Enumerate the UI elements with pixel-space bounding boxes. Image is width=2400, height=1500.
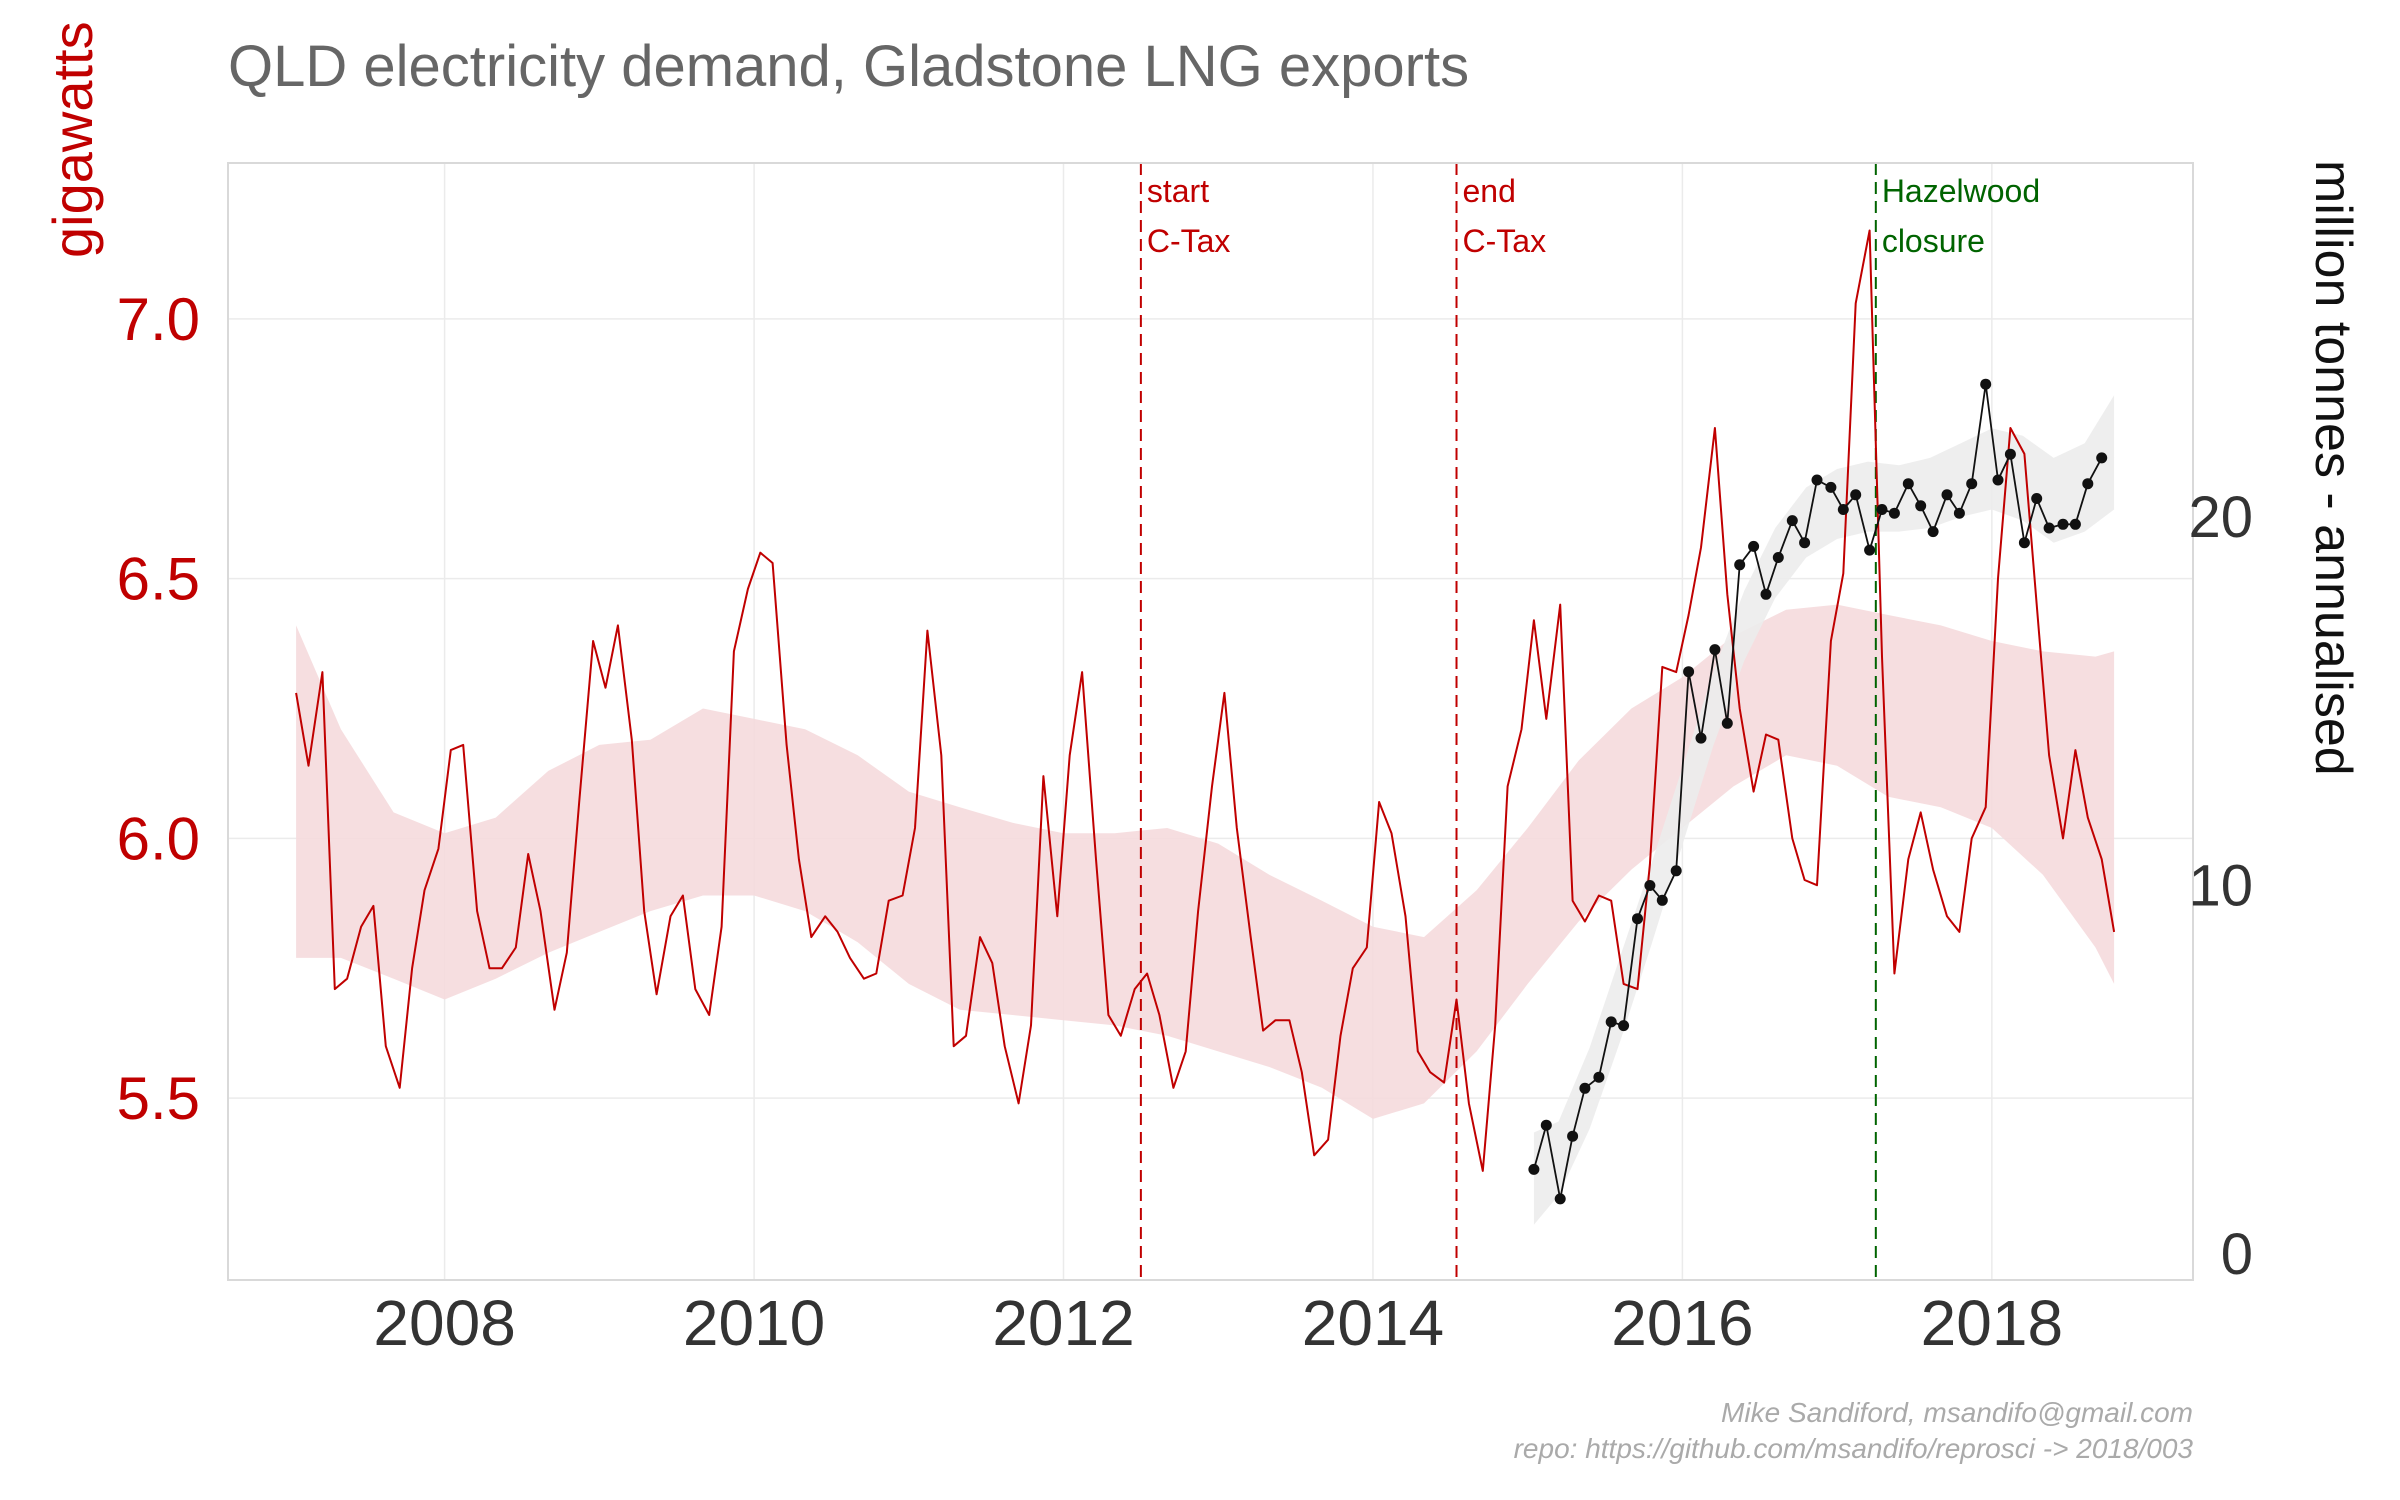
lng-point-36 [1992,474,2004,486]
right-axis-ticks: 0 10 20 [2188,485,2253,1287]
right-tick-label-1: 10 [2188,854,2253,919]
left-axis-ticks: 5.5 6.0 6.5 7.0 [117,286,200,1132]
lng-point-0 [1528,1163,1540,1175]
caption-author: Mike Sandiford, msandifo@gmail.com [1721,1397,2193,1428]
lng-point-5 [1593,1071,1605,1083]
demand-confidence-band [296,604,2115,1119]
left-tick-label-2: 6.5 [117,546,200,613]
x-tick-label-4: 2016 [1611,1287,1753,1359]
lng-point-2 [1554,1193,1566,1205]
left-tick-label-0: 5.5 [117,1065,200,1132]
left-tick-label-3: 7.0 [117,286,200,353]
lng-point-9 [1644,880,1656,891]
lng-point-3 [1567,1130,1579,1142]
lng-point-7 [1618,1020,1630,1032]
lng-point-31 [1927,526,1939,538]
lng-point-17 [1748,540,1760,552]
x-tick-label-1: 2010 [683,1287,825,1359]
lng-point-40 [2043,522,2055,534]
event-label-0-1: C-Tax [1147,223,1231,259]
lng-point-28 [1888,507,1900,519]
lng-point-12 [1683,666,1695,678]
lng-point-37 [2004,448,2016,460]
left-tick-label-1: 6.0 [117,805,200,872]
demand-line [295,229,2116,1172]
right-tick-label-2: 20 [2188,485,2253,550]
left-axis-title: gigawatts [41,21,104,258]
lng-point-39 [2031,493,2043,504]
lng-point-33 [1953,507,1965,519]
annotations: start C-Tax end C-Tax Hazelwood closure [1147,173,2040,259]
lng-confidence-band [1533,395,2115,1225]
chart-title: QLD electricity demand, Gladstone LNG ex… [228,34,1469,99]
lng-point-24 [1837,504,1849,515]
lng-point-32 [1941,489,1953,501]
lng-point-29 [1902,478,1914,490]
event-label-0-0: start [1147,173,1209,209]
lng-point-30 [1915,500,1927,512]
lng-point-8 [1632,913,1643,925]
x-tick-label-5: 2018 [1921,1287,2063,1359]
lng-point-35 [1980,378,1992,390]
lng-point-18 [1760,588,1772,600]
x-tick-label-0: 2008 [373,1287,515,1359]
series-points [1528,378,2108,1205]
lng-point-41 [2057,518,2069,530]
lng-point-20 [1786,515,1798,527]
lng-point-4 [1579,1082,1591,1094]
lng-point-42 [2069,518,2081,530]
lng-point-44 [2096,452,2108,464]
lng-point-25 [1850,489,1862,501]
lng-point-10 [1656,894,1668,906]
lng-point-21 [1799,537,1811,549]
plot-panel-border [227,162,2194,1281]
lng-point-6 [1605,1016,1617,1028]
event-markers [1139,163,1877,1280]
lng-point-13 [1695,732,1707,744]
lng-point-26 [1864,544,1876,556]
event-label-2-0: Hazelwood [1882,173,2040,209]
lng-point-15 [1721,717,1733,729]
lng-point-1 [1540,1119,1552,1131]
lng-point-14 [1709,644,1721,656]
lng-point-43 [2082,478,2094,490]
lng-point-19 [1772,552,1784,563]
lng-point-22 [1811,474,1823,486]
event-label-2-1: closure [1882,223,1985,259]
event-label-1-0: end [1463,173,1516,209]
lng-point-38 [2018,537,2030,549]
lng-point-11 [1670,865,1682,877]
event-label-1-1: C-Tax [1463,223,1547,259]
right-axis-title: million tonnes - annualised [2304,160,2362,776]
right-tick-label-0: 0 [2221,1222,2253,1287]
confidence-bands [296,395,2115,1225]
caption-repo: repo: https://github.com/msandifo/repros… [1514,1433,2194,1464]
lng-point-34 [1966,478,1978,490]
lng-point-16 [1734,559,1746,571]
x-tick-label-3: 2014 [1302,1287,1444,1359]
lng-point-23 [1825,481,1837,493]
x-axis-ticks: 2008 2010 2012 2014 2016 2018 [373,1287,2063,1359]
lng-point-27 [1876,504,1888,515]
x-tick-label-2: 2012 [992,1287,1134,1359]
